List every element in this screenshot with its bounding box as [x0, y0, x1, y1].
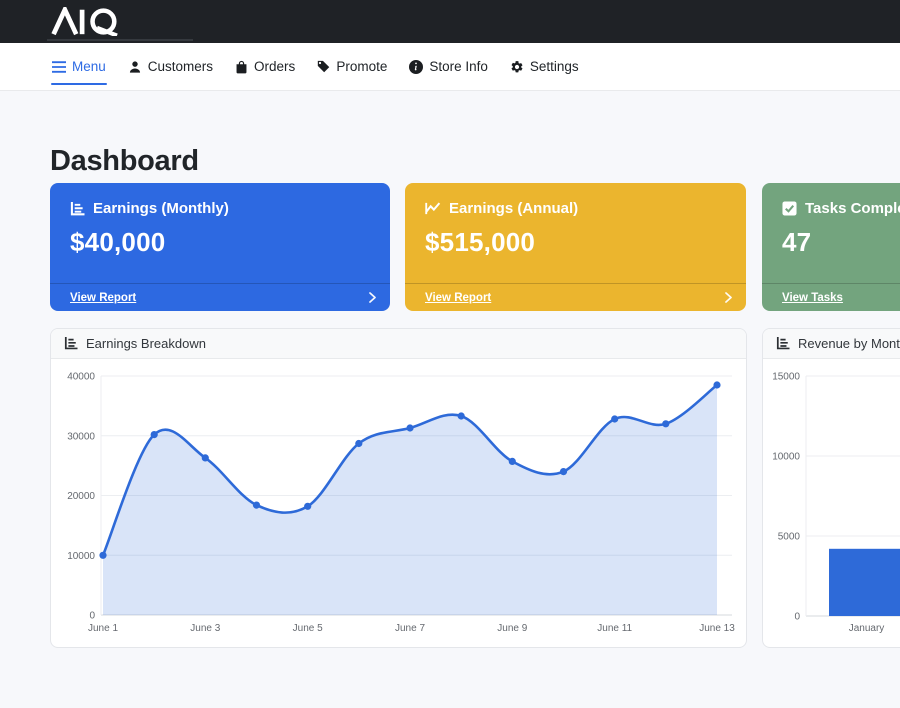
nav-item-label: Customers	[147, 59, 214, 74]
nav-item-settings[interactable]: Settings	[510, 43, 579, 90]
brand-logo[interactable]	[48, 4, 128, 41]
stat-card-earnings-annual: Earnings (Annual) $515,000 View Report	[405, 183, 746, 311]
chart-card-header: Earnings Breakdown	[51, 329, 746, 359]
chevron-right-icon	[369, 292, 376, 303]
chart-bar-icon	[64, 337, 78, 350]
bar-chart-area: 0 5000 10000 15000 January	[763, 359, 900, 647]
top-app-bar	[0, 0, 900, 43]
stat-card-tasks-completed: Tasks Completed 47 View Tasks	[762, 183, 900, 311]
view-report-link[interactable]: View Report	[50, 283, 390, 311]
svg-text:0: 0	[89, 611, 95, 622]
gear-icon	[510, 60, 524, 74]
svg-text:June 13: June 13	[699, 623, 735, 634]
nav-item-customers[interactable]: Customers	[128, 43, 213, 90]
info-icon	[409, 59, 424, 74]
stat-card-title: Earnings (Annual)	[449, 200, 579, 217]
nav-item-label: Store Info	[429, 59, 488, 74]
stat-card-value: $40,000	[70, 227, 166, 257]
nav-item-label: Orders	[254, 59, 296, 74]
brand-underline-divider	[47, 39, 193, 41]
chart-bar-icon	[70, 201, 85, 216]
brand-logo-aiq-icon	[51, 4, 118, 38]
line-chart-svg: 0 10000 20000 30000 40000 June 1 June 3 June 5 J…	[67, 372, 735, 635]
svg-text:June 9: June 9	[497, 623, 527, 634]
check-square-icon	[782, 201, 797, 216]
stat-card-value: 47	[782, 227, 812, 257]
person-icon	[128, 60, 142, 74]
nav-item-label: Menu	[72, 59, 106, 74]
chart-title: Revenue by Month	[798, 336, 900, 351]
chart-card-revenue-by-month: Revenue by Month 0 5000 10000 15000 January	[762, 328, 900, 648]
chevron-right-icon	[725, 292, 732, 303]
chart-card-header: Revenue by Month	[763, 329, 900, 359]
svg-text:June 11: June 11	[597, 623, 632, 634]
chart-bar-icon	[776, 337, 790, 350]
view-report-link[interactable]: View Report	[405, 283, 746, 311]
svg-text:10000: 10000	[772, 452, 800, 463]
nav-item-menu[interactable]: Menu	[51, 43, 107, 90]
chart-title: Earnings Breakdown	[86, 336, 206, 351]
svg-text:15000: 15000	[772, 372, 800, 383]
bag-icon	[235, 60, 248, 74]
svg-text:5000: 5000	[778, 532, 801, 543]
svg-text:June 5: June 5	[293, 623, 323, 634]
main-navbar: Menu Customers Orders Promote Store Info…	[0, 43, 900, 91]
svg-text:June 7: June 7	[395, 623, 425, 634]
page-title: Dashboard	[50, 145, 199, 177]
nav-item-store-info[interactable]: Store Info	[409, 43, 488, 90]
svg-text:0: 0	[794, 612, 800, 623]
svg-text:40000: 40000	[67, 372, 95, 383]
menu-icon	[52, 60, 66, 73]
svg-text:10000: 10000	[67, 551, 95, 562]
chart-card-earnings-breakdown: Earnings Breakdown 0 10000 20000 30000 40000…	[50, 328, 747, 648]
nav-item-label: Promote	[336, 59, 388, 74]
nav-item-orders[interactable]: Orders	[235, 43, 295, 90]
stat-card-title: Earnings (Monthly)	[93, 200, 229, 217]
nav-item-promote[interactable]: Promote	[317, 43, 387, 90]
stat-card-value: $515,000	[425, 227, 536, 257]
svg-text:20000: 20000	[67, 491, 95, 502]
chart-line-icon	[425, 202, 441, 215]
stat-card-earnings-monthly: Earnings (Monthly) $40,000 View Report	[50, 183, 390, 311]
nav-item-label: Settings	[529, 59, 579, 74]
line-chart-area: 0 10000 20000 30000 40000 June 1 June 3 June 5 J…	[51, 359, 746, 647]
stat-card-title: Tasks Completed	[805, 200, 900, 217]
tag-icon	[317, 60, 330, 73]
svg-text:January: January	[849, 623, 885, 634]
svg-text:30000: 30000	[67, 431, 95, 442]
bar-chart-svg: 0 5000 10000 15000 January	[772, 372, 900, 634]
svg-text:June 3: June 3	[190, 623, 220, 634]
view-tasks-link[interactable]: View Tasks	[762, 283, 900, 311]
svg-text:June 1: June 1	[88, 623, 118, 634]
